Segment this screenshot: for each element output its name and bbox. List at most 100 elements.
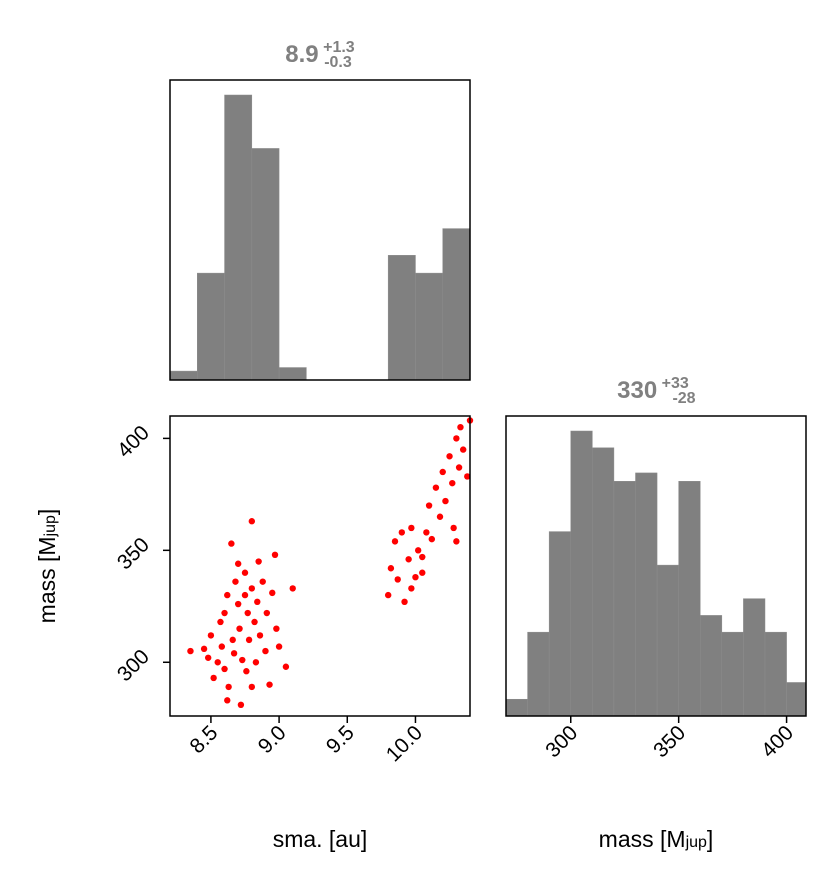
scatter-point — [408, 524, 415, 532]
scatter-x-tick-label: 9.5 — [322, 721, 359, 758]
scatter-point — [217, 618, 224, 626]
mass-xlabel-main: mass [M — [599, 826, 686, 852]
scatter-point — [255, 558, 262, 565]
scatter-point — [419, 569, 426, 576]
scatter-point — [243, 668, 250, 675]
scatter-point — [214, 659, 221, 666]
sma-histogram-bar — [224, 94, 253, 381]
scatter-point — [275, 643, 283, 650]
scatter-point — [282, 663, 290, 670]
y-axis-title-mass: mass [Mjup] — [34, 509, 60, 624]
scatter-point — [252, 659, 260, 666]
scatter-point — [244, 609, 251, 617]
scatter-point — [204, 654, 212, 661]
scatter-point — [234, 560, 242, 567]
scatter-point — [453, 435, 460, 442]
scatter-point — [266, 681, 273, 688]
scatter-point — [428, 535, 436, 543]
mass-histogram-bar — [786, 682, 807, 717]
mass-histogram-title: 330 +33 — [617, 375, 689, 404]
mass-histogram-bar — [505, 698, 528, 717]
sma-histogram-title: 8.9 +1.3 — [285, 39, 355, 68]
scatter-point — [200, 645, 208, 653]
sma-histogram-bar — [442, 228, 471, 381]
mass-histogram-bar — [592, 447, 615, 717]
scatter-point — [221, 609, 228, 617]
scatter-point — [254, 598, 261, 606]
scatter-point — [262, 647, 269, 655]
sma-title-value: 8.9 — [285, 41, 318, 68]
scatter-point — [432, 484, 440, 491]
scatter-point — [259, 578, 266, 585]
scatter-point — [248, 518, 256, 525]
scatter-point — [405, 556, 412, 563]
mass-xlabel-sub: jup — [685, 834, 707, 851]
mass-histogram-bar — [613, 481, 636, 717]
mass-histogram-bar — [721, 631, 744, 717]
x-axis-title-mass: mass [Mjup] — [599, 826, 714, 852]
scatter-x-tick-label: 8.5 — [186, 721, 223, 758]
scatter-point — [225, 683, 232, 691]
sma-title-plus: +1.3 — [323, 39, 355, 56]
sma-histogram-bar — [251, 148, 280, 381]
scatter-point — [224, 591, 231, 599]
scatter-point — [423, 529, 430, 536]
scatter-x-tick-label: 10.0 — [382, 721, 427, 766]
sma-histogram-bar — [415, 272, 443, 381]
scatter-point — [207, 632, 215, 639]
scatter-point — [241, 569, 249, 576]
scatter-point — [401, 598, 408, 606]
sma-histogram-frame — [169, 79, 471, 381]
scatter-point — [425, 502, 433, 509]
mass-histogram-bar — [678, 481, 701, 717]
scatter-point — [224, 697, 231, 704]
scatter-point — [464, 473, 471, 480]
scatter-points — [187, 417, 474, 709]
scatter-point — [269, 589, 276, 597]
sma-histogram-bar — [169, 370, 198, 381]
mass-histogram-panel: 330 +33 -28 300 350 400 mass [Mjup] — [505, 375, 807, 852]
scatter-y-tick-label: 300 — [113, 645, 154, 686]
mass-histogram-bar — [548, 531, 571, 717]
scatter-x-ticks: 8.5 9.0 9.5 10.0 — [186, 716, 427, 766]
sma-histogram-bars — [169, 94, 471, 381]
mass-xlabel-close: ] — [707, 826, 713, 852]
scatter-point — [239, 656, 246, 664]
scatter-point — [245, 636, 253, 644]
mass-histogram-bars — [505, 430, 807, 717]
scatter-y-tick-label: 400 — [113, 421, 154, 462]
scatter-point — [289, 585, 296, 592]
scatter-x-tick-label: 9.0 — [254, 721, 291, 758]
scatter-point — [237, 701, 245, 709]
scatter-point — [187, 647, 194, 655]
scatter-point — [459, 446, 467, 453]
mass-histogram-bar — [527, 631, 550, 717]
scatter-point — [263, 609, 271, 617]
scatter-point — [439, 468, 446, 476]
scatter-point — [210, 674, 217, 682]
mass-x-tick-label: 350 — [649, 721, 690, 762]
mass-histogram-bar — [764, 631, 787, 717]
scatter-point — [248, 585, 256, 592]
mass-histogram-bar — [743, 598, 766, 717]
mass-title-value: 330 — [617, 377, 657, 404]
sma-title-minus: -0.3 — [324, 54, 352, 71]
sma-histogram-bar — [387, 255, 416, 381]
scatter-point — [271, 551, 279, 559]
scatter-point — [230, 650, 238, 657]
scatter-point — [450, 524, 457, 532]
scatter-point — [391, 538, 399, 545]
mass-x-tick-label: 300 — [541, 721, 582, 762]
scatter-point — [232, 578, 239, 585]
sma-mass-scatter-panel: 8.5 9.0 9.5 10.0 300 350 400 sma. [au] mass [… — [34, 415, 474, 852]
scatter-point — [384, 591, 392, 599]
scatter-point — [256, 632, 264, 639]
scatter-y-ticks: 300 350 400 — [113, 421, 170, 686]
mass-x-tick-label: 400 — [757, 721, 798, 762]
mass-histogram-bar — [656, 564, 679, 717]
scatter-frame — [169, 415, 471, 717]
scatter-point — [442, 497, 449, 505]
mass-x-ticks: 300 350 400 — [541, 716, 798, 762]
mass-title-plus: +33 — [662, 375, 689, 392]
